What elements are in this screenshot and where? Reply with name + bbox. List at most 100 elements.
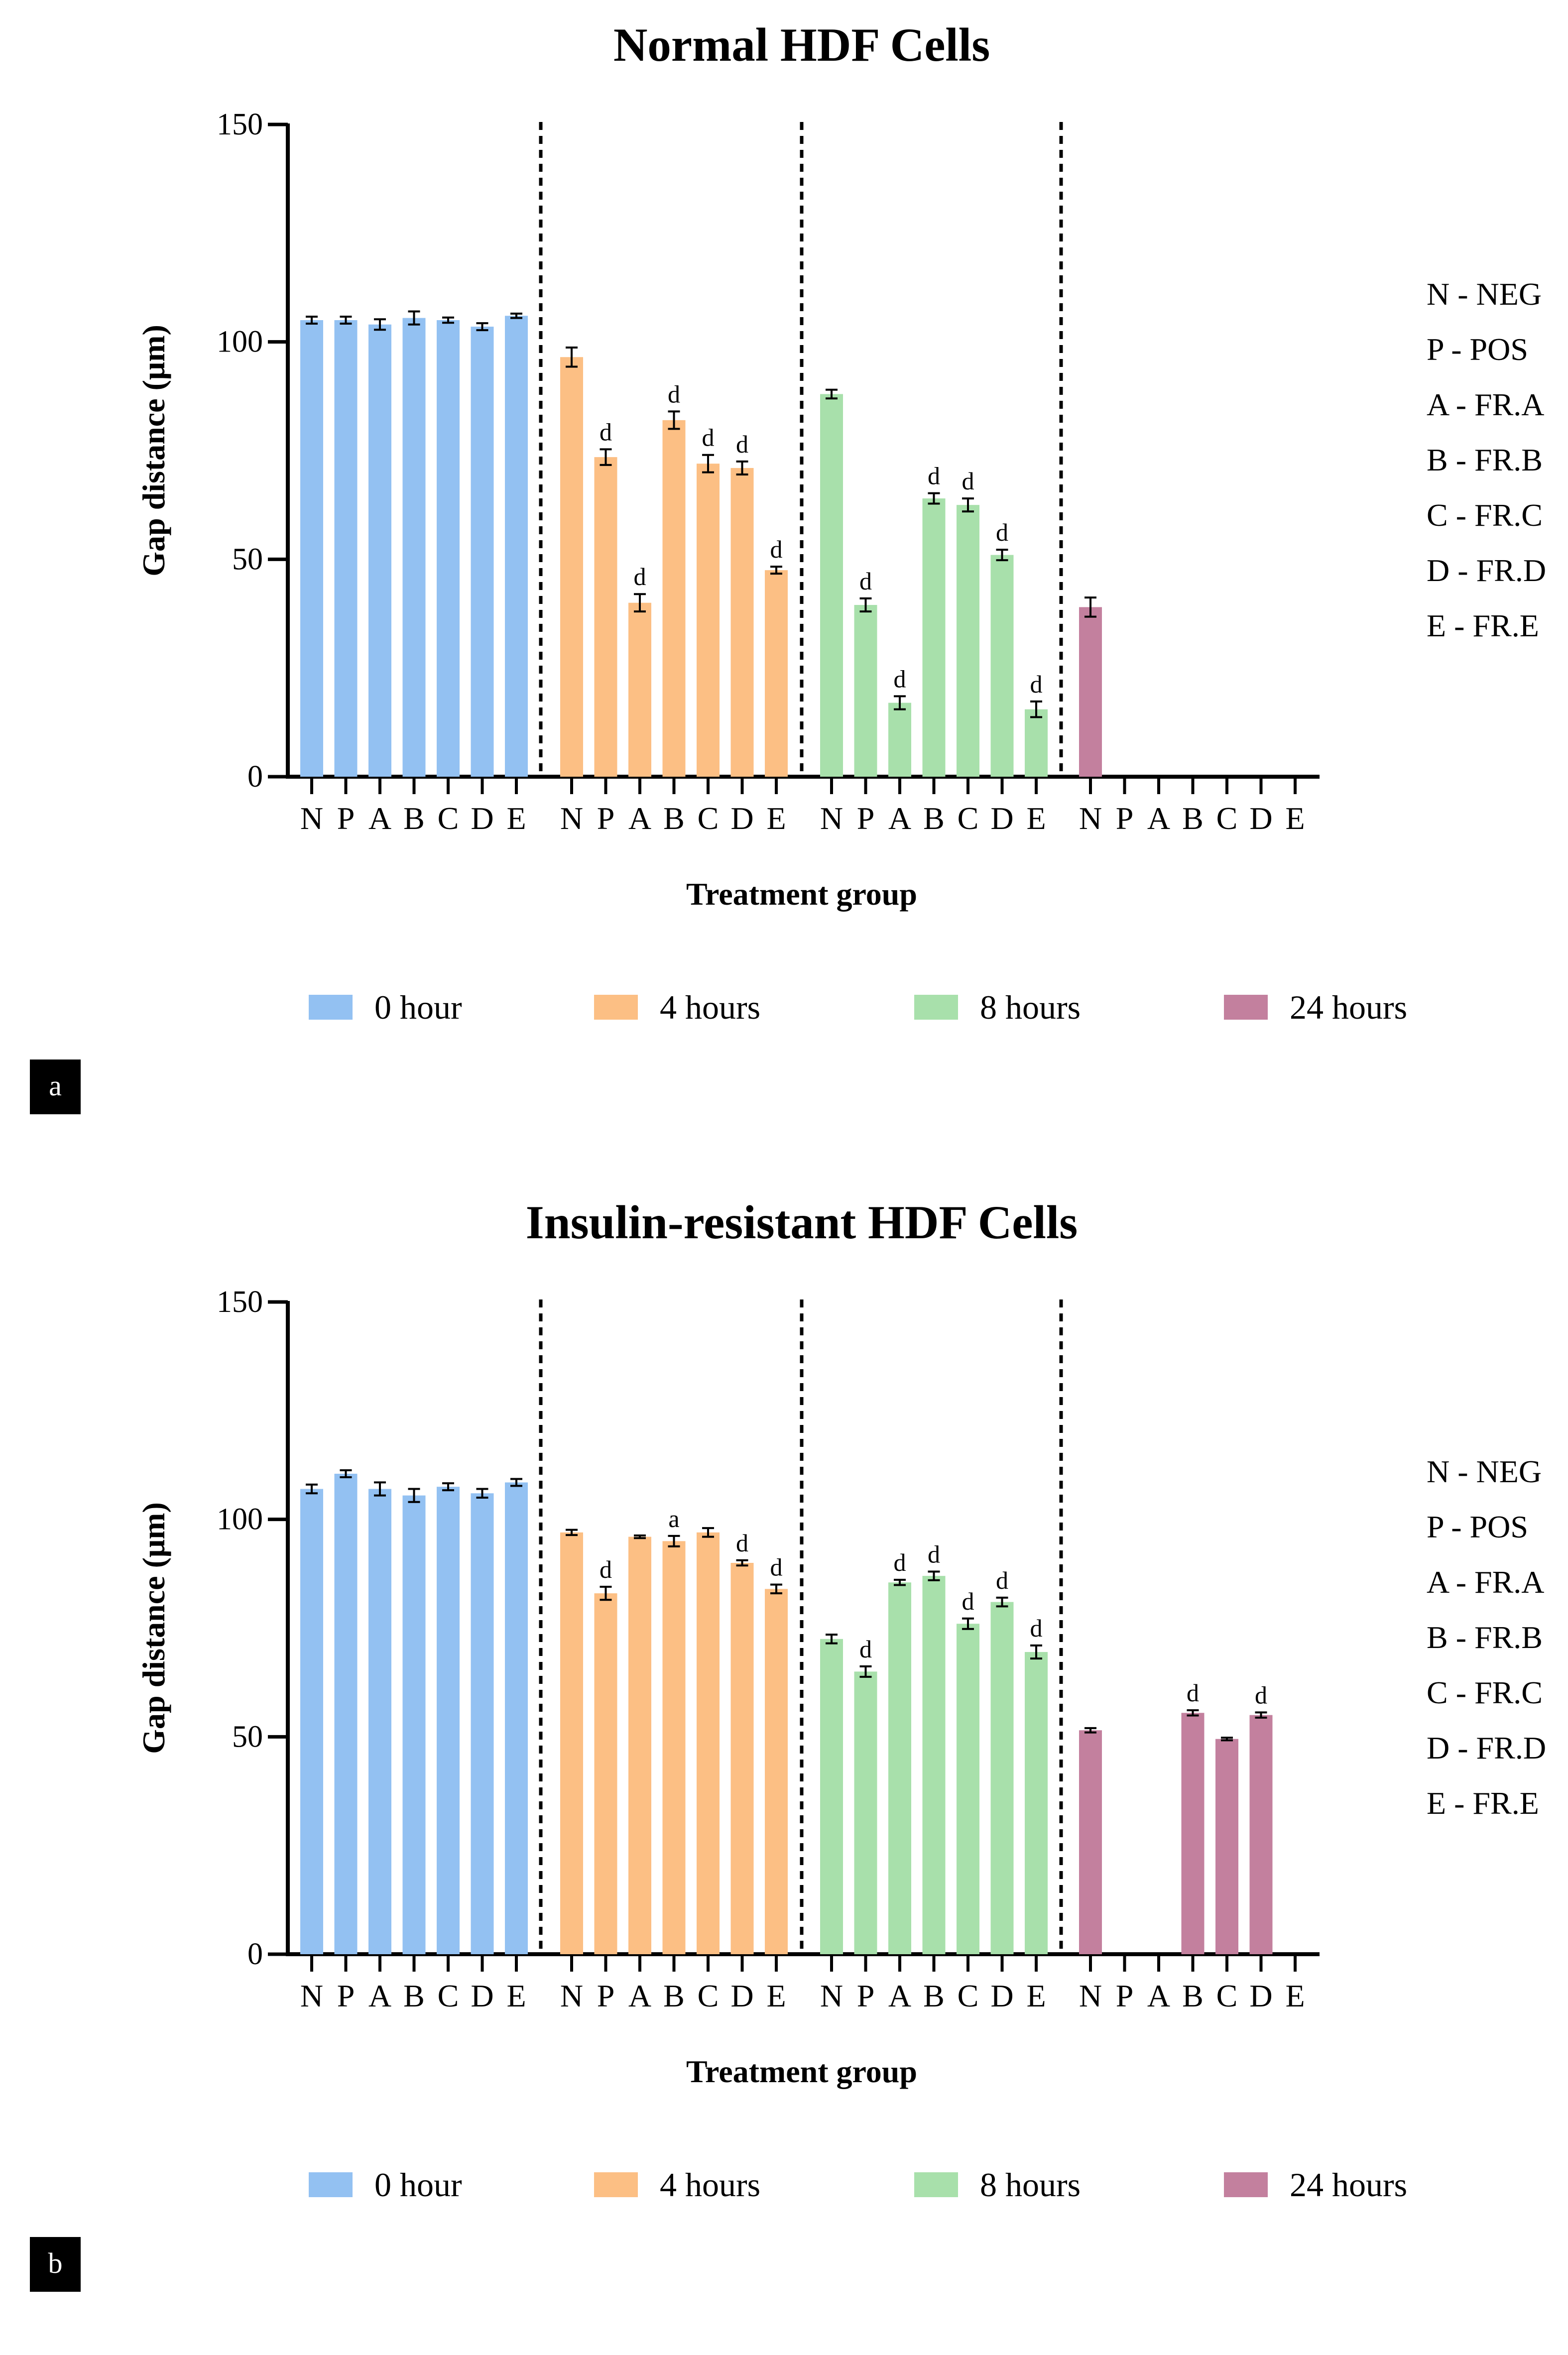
significance-label: d: [962, 467, 974, 495]
bar: [1025, 1652, 1048, 1954]
x-tick-label: B: [663, 801, 685, 836]
y-tick-label: 150: [217, 108, 263, 141]
bar: [854, 605, 877, 777]
panel-b: Insulin-resistant HDF Cells Gap distance…: [0, 1178, 1568, 2355]
legend-swatch-8-hours: [914, 2172, 958, 2197]
x-axis-label: Treatment group: [686, 2054, 917, 2089]
legend-swatch-24-hours: [1224, 995, 1268, 1020]
significance-label: d: [634, 563, 646, 590]
legend-swatch-24-hours: [1224, 2172, 1268, 2197]
key-item: C - FR.C: [1427, 497, 1543, 533]
panel-label-box: [30, 1060, 81, 1114]
y-tick-label: 100: [217, 1503, 263, 1536]
x-axis-label: Treatment group: [686, 876, 917, 912]
key-item: C - FR.C: [1427, 1675, 1543, 1710]
bar: [957, 505, 979, 777]
legend: 0 hour 4 hours 8 hours 24 hours: [309, 988, 1407, 1026]
y-tick-label: 50: [232, 542, 263, 576]
x-tick-label: B: [923, 1978, 945, 2013]
x-tick-label: A: [628, 1978, 651, 2013]
bar: [990, 555, 1014, 777]
x-tick-label: P: [337, 1978, 355, 2013]
key-item: A - FR.A: [1427, 387, 1545, 422]
bar: [820, 394, 843, 777]
bar: [662, 1541, 686, 1954]
bar: [1181, 1713, 1205, 1954]
legend-label: 4 hours: [660, 988, 760, 1026]
legend-swatch-0-hour: [309, 2172, 353, 2197]
legend-label: 0 hour: [374, 2166, 462, 2204]
x-tick-label: P: [337, 801, 355, 836]
x-tick-label: A: [368, 801, 391, 836]
key-item: D - FR.D: [1427, 553, 1546, 588]
bar: [437, 1487, 460, 1954]
x-tick-label: P: [597, 801, 615, 836]
bar: [471, 1493, 494, 1954]
bar: [560, 1532, 583, 1954]
y-tick-label: 150: [217, 1285, 263, 1319]
x-tick-label: A: [1147, 1978, 1170, 2013]
x-tick-label: N: [1079, 801, 1102, 836]
panel-a: Normal HDF Cells Gap distance (μm) Treat…: [30, 18, 1546, 1114]
bar: [1079, 607, 1102, 777]
bar: [1249, 1715, 1273, 1954]
x-tick-label: B: [663, 1978, 685, 2013]
bar: [594, 457, 617, 777]
x-tick-label: D: [990, 801, 1013, 836]
panel-label: a: [49, 1069, 62, 1102]
x-tick-label: E: [1285, 801, 1305, 836]
bar: [730, 468, 754, 777]
abbreviation-key: N - NEG P - POS A - FR.A B - FR.B C - FR…: [1427, 276, 1546, 643]
bar: [820, 1639, 843, 1954]
x-tick-label: C: [1216, 801, 1238, 836]
bar: [300, 1489, 323, 1954]
x-tick-label: A: [1147, 801, 1170, 836]
bar: [957, 1624, 979, 1954]
x-tick-label: A: [888, 801, 911, 836]
significance-label: d: [1030, 1614, 1043, 1642]
significance-label: d: [962, 1587, 974, 1615]
key-item: E - FR.E: [1427, 608, 1539, 643]
significance-label: d: [859, 567, 872, 595]
y-tick-label: 0: [247, 760, 263, 794]
x-tick-label: B: [1182, 1978, 1204, 2013]
chart-title: Insulin-resistant HDF Cells: [526, 1196, 1078, 1249]
legend-label: 8 hours: [980, 2166, 1081, 2204]
bar: [697, 1532, 720, 1954]
x-tick-label: N: [820, 1978, 843, 2013]
legend-swatch-0-hour: [309, 995, 353, 1020]
key-item: P - POS: [1427, 332, 1528, 367]
key-item: N - NEG: [1427, 276, 1542, 312]
significance-label: d: [1187, 1679, 1199, 1707]
x-tick-label: N: [300, 1978, 323, 2013]
x-tick-label: C: [958, 801, 979, 836]
bar: [922, 1576, 946, 1954]
bar: [1025, 709, 1048, 777]
legend-swatch-4-hours: [594, 2172, 638, 2197]
legend-swatch-4-hours: [594, 995, 638, 1020]
key-item: D - FR.D: [1427, 1730, 1546, 1766]
significance-label: a: [668, 1505, 679, 1532]
bar: [922, 498, 946, 777]
x-tick-label: E: [766, 801, 786, 836]
y-axis-label: Gap distance (μm): [136, 1502, 171, 1754]
key-item: P - POS: [1427, 1509, 1528, 1544]
x-tick-label: P: [857, 801, 875, 836]
significance-label: d: [702, 424, 715, 452]
x-tick-label: N: [560, 1978, 583, 2013]
chart-title: Normal HDF Cells: [613, 18, 990, 71]
bar: [765, 1589, 788, 1954]
y-tick-label: 100: [217, 325, 263, 359]
chart-a-svg: Normal HDF Cells Gap distance (μm) Treat…: [30, 18, 1546, 1114]
x-tick-label: B: [403, 1978, 425, 2013]
abbreviation-key: N - NEG P - POS A - FR.A B - FR.B C - FR…: [1427, 1454, 1546, 1821]
bar: [402, 318, 426, 777]
significance-label: d: [668, 380, 680, 408]
x-tick-label: P: [1116, 801, 1134, 836]
bar: [471, 327, 494, 777]
x-tick-label: P: [857, 1978, 875, 2013]
significance-label: d: [996, 518, 1008, 546]
key-item: A - FR.A: [1427, 1564, 1545, 1600]
bar: [505, 1482, 528, 1954]
